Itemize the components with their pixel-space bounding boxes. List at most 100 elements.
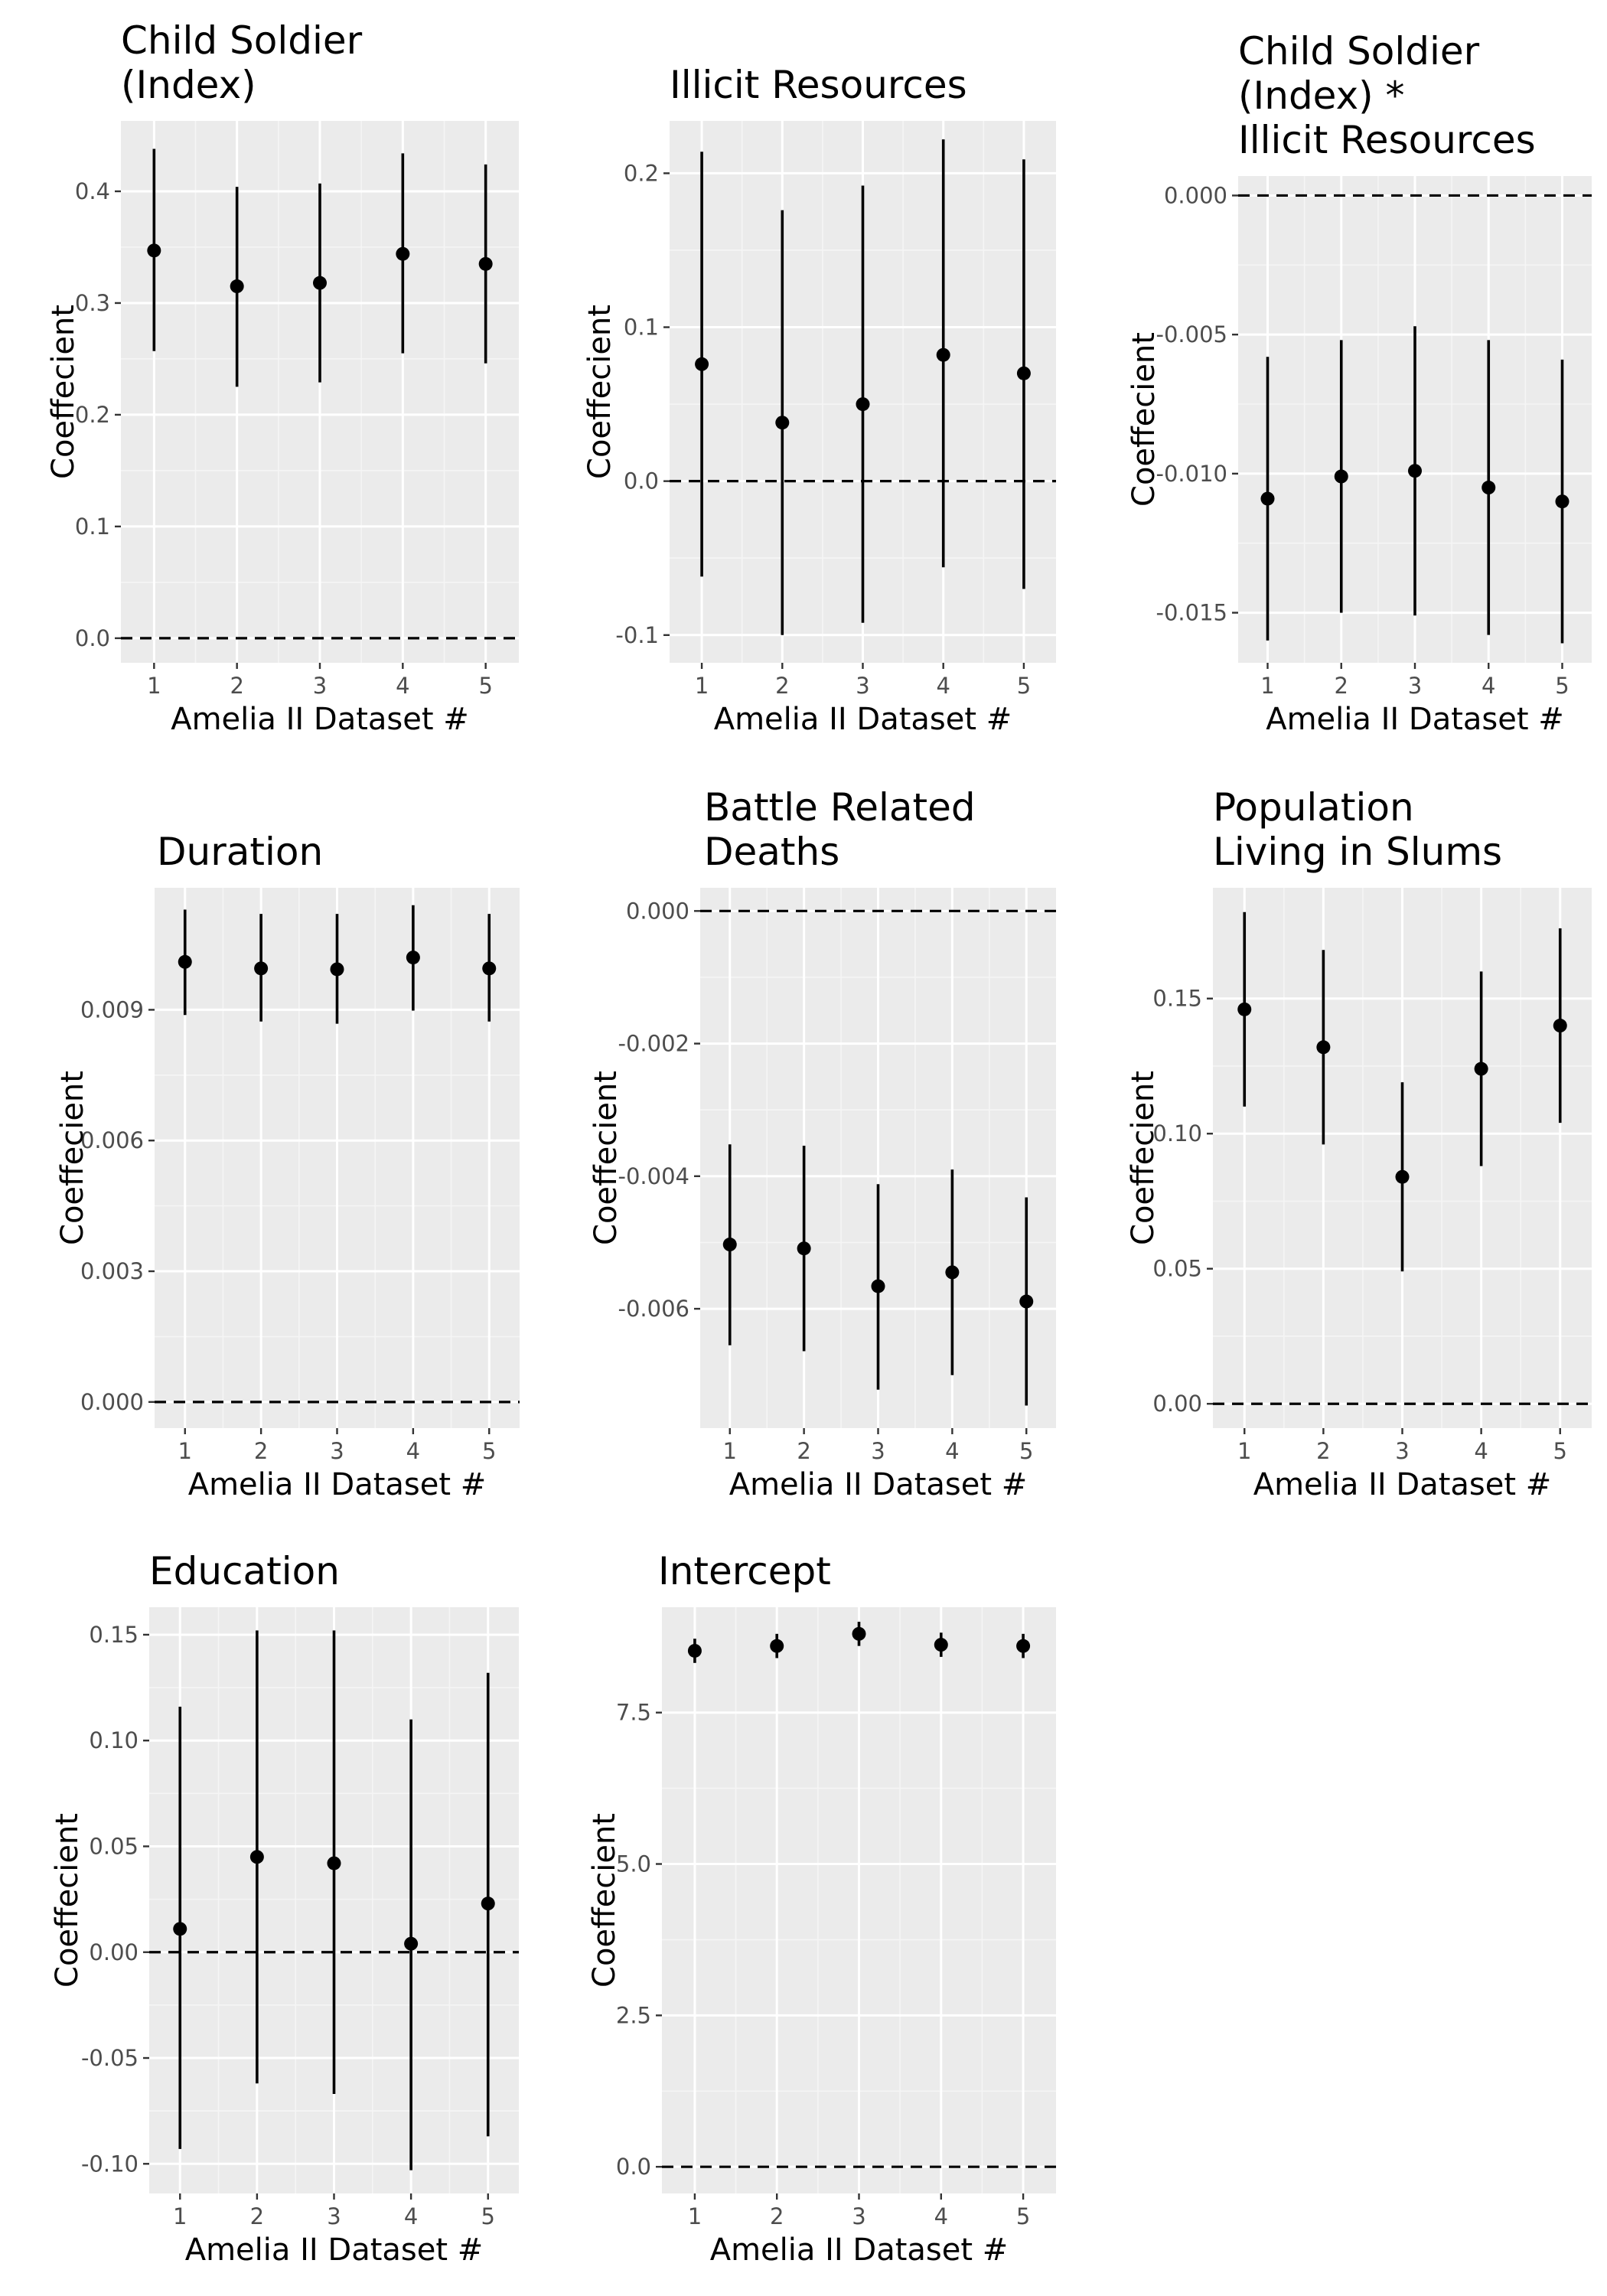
y-tick-label: 0.2 bbox=[75, 402, 110, 428]
x-tick-label: 2 bbox=[1335, 673, 1348, 699]
x-tick-label: 1 bbox=[723, 1438, 737, 1464]
panel-title: Illicit Resources bbox=[1238, 118, 1536, 162]
coefficient-panel-8: 0.0 2.5 5.0 7.5 1 2 3 4 5 Amelia II Dataset # Coef… bbox=[587, 1549, 1056, 2268]
coefficient-point bbox=[327, 1856, 341, 1870]
y-tick-label: -0.006 bbox=[618, 1296, 690, 1322]
y-tick-label: -0.10 bbox=[81, 2151, 139, 2177]
y-tick-label: 0.05 bbox=[89, 1833, 139, 1859]
y-tick-label: 0.003 bbox=[80, 1258, 144, 1284]
y-tick-label: 0.0 bbox=[75, 625, 110, 651]
coefficient-point bbox=[482, 961, 497, 976]
coefficient-point bbox=[797, 1241, 811, 1256]
coefficient-point bbox=[1553, 1019, 1567, 1033]
y-tick-label: 0.4 bbox=[75, 178, 110, 204]
x-tick-label: 5 bbox=[1017, 673, 1031, 699]
x-tick-label: 4 bbox=[934, 2203, 948, 2229]
coefficient-panel-1: 0.0 0.1 0.2 0.3 0.4 1 2 3 4 5 Amelia II Dataset # C… bbox=[46, 18, 519, 737]
x-tick-label: 5 bbox=[481, 2203, 495, 2229]
panel-title: Deaths bbox=[704, 830, 839, 874]
x-tick-label: 1 bbox=[1260, 673, 1274, 699]
x-tick-label: 1 bbox=[695, 673, 709, 699]
panel-title: (Index) * bbox=[1238, 73, 1405, 118]
x-axis-label: Amelia II Dataset # bbox=[1266, 702, 1564, 737]
y-tick-label: -0.004 bbox=[618, 1163, 690, 1189]
x-axis-label: Amelia II Dataset # bbox=[714, 702, 1012, 737]
x-tick-label: 3 bbox=[1395, 1438, 1409, 1464]
y-axis-label: Coeffecient bbox=[587, 1813, 622, 1988]
coefficient-panel-3: -0.015 -0.010 -0.005 0.000 1 2 3 4 5 Amelia II Da… bbox=[1126, 29, 1592, 737]
y-axis-label: Coeffecient bbox=[50, 1813, 85, 1988]
coefficient-point bbox=[404, 1936, 419, 1951]
y-tick-label: 0.0 bbox=[616, 2154, 651, 2180]
x-tick-label: 3 bbox=[871, 1438, 885, 1464]
x-axis-label: Amelia II Dataset # bbox=[1253, 1467, 1552, 1502]
coefficient-point bbox=[406, 951, 420, 965]
y-axis-label: Coeffecient bbox=[55, 1071, 90, 1245]
panel-title: Population bbox=[1213, 785, 1414, 830]
y-tick-label: 2.5 bbox=[616, 2002, 651, 2028]
y-tick-label: 7.5 bbox=[616, 1700, 651, 1726]
x-axis-label: Amelia II Dataset # bbox=[729, 1467, 1028, 1502]
y-axis-label: Coeffecient bbox=[588, 1071, 624, 1245]
coefficient-point bbox=[934, 1638, 948, 1652]
panel-title: Child Soldier bbox=[1238, 29, 1480, 73]
coefficient-point bbox=[481, 1896, 495, 1911]
y-tick-label: -0.005 bbox=[1156, 321, 1228, 347]
panel-title: (Index) bbox=[121, 63, 256, 107]
y-tick-label: 5.0 bbox=[616, 1851, 651, 1877]
x-tick-label: 4 bbox=[404, 2203, 418, 2229]
coefficient-point bbox=[695, 357, 709, 371]
coefficient-point bbox=[856, 397, 870, 412]
y-tick-label: 0.009 bbox=[80, 996, 144, 1022]
panel-title: Child Soldier bbox=[121, 18, 363, 63]
x-tick-label: 2 bbox=[770, 2203, 784, 2229]
x-tick-label: 5 bbox=[1016, 2203, 1030, 2229]
x-tick-label: 4 bbox=[936, 673, 950, 699]
coefficient-point bbox=[770, 1639, 784, 1653]
coefficient-point bbox=[330, 962, 344, 977]
coefficient-point bbox=[249, 1850, 264, 1864]
panel-title: Living in Slums bbox=[1213, 830, 1502, 874]
y-tick-label: 0.0 bbox=[624, 468, 659, 494]
x-tick-label: 4 bbox=[396, 673, 409, 699]
y-axis-label: Coeffecient bbox=[1126, 332, 1162, 507]
x-tick-label: 5 bbox=[1553, 1438, 1567, 1464]
coefficient-point bbox=[396, 246, 410, 261]
y-tick-label: -0.05 bbox=[81, 2045, 139, 2071]
panel-title: Battle Related bbox=[704, 785, 976, 830]
y-axis-label: Coeffecient bbox=[46, 305, 81, 479]
x-tick-label: 3 bbox=[856, 673, 869, 699]
coefficient-point bbox=[852, 1626, 866, 1641]
x-tick-label: 1 bbox=[178, 1438, 192, 1464]
coefficient-panel-4: 0.000 0.003 0.006 0.009 1 2 3 4 5 Amelia II Datas… bbox=[55, 830, 520, 1502]
coefficient-point bbox=[1260, 491, 1275, 506]
x-tick-label: 2 bbox=[775, 673, 789, 699]
y-tick-label: 0.10 bbox=[1152, 1120, 1202, 1146]
x-tick-label: 2 bbox=[797, 1438, 810, 1464]
coefficient-point bbox=[1482, 481, 1496, 495]
y-tick-label: 0.000 bbox=[1164, 182, 1227, 208]
coefficient-point bbox=[254, 961, 269, 976]
y-tick-label: -0.1 bbox=[615, 622, 659, 648]
x-tick-label: 4 bbox=[1474, 1438, 1488, 1464]
y-axis-label: Coeffecient bbox=[1126, 1071, 1161, 1245]
y-tick-label: 0.10 bbox=[89, 1727, 139, 1753]
x-tick-label: 3 bbox=[1408, 673, 1422, 699]
y-tick-label: 0.2 bbox=[624, 160, 659, 186]
y-tick-label: 0.15 bbox=[89, 1622, 139, 1648]
x-tick-label: 2 bbox=[250, 2203, 264, 2229]
coefficient-panel-7: -0.10 -0.05 0.00 0.05 0.10 0.15 1 2 3 4 5 Amelia II… bbox=[50, 1549, 519, 2268]
y-tick-label: 0.000 bbox=[80, 1389, 144, 1415]
coefficient-point bbox=[313, 276, 327, 290]
x-tick-label: 5 bbox=[1019, 1438, 1033, 1464]
x-tick-label: 5 bbox=[1555, 673, 1569, 699]
panel-title: Education bbox=[149, 1549, 340, 1593]
coefficient-point bbox=[1408, 464, 1422, 478]
y-tick-label: -0.015 bbox=[1156, 600, 1228, 626]
y-tick-label: -0.002 bbox=[618, 1031, 690, 1057]
coefficient-point bbox=[722, 1238, 737, 1252]
coefficient-point bbox=[945, 1265, 960, 1280]
y-tick-label: 0.1 bbox=[75, 514, 110, 540]
